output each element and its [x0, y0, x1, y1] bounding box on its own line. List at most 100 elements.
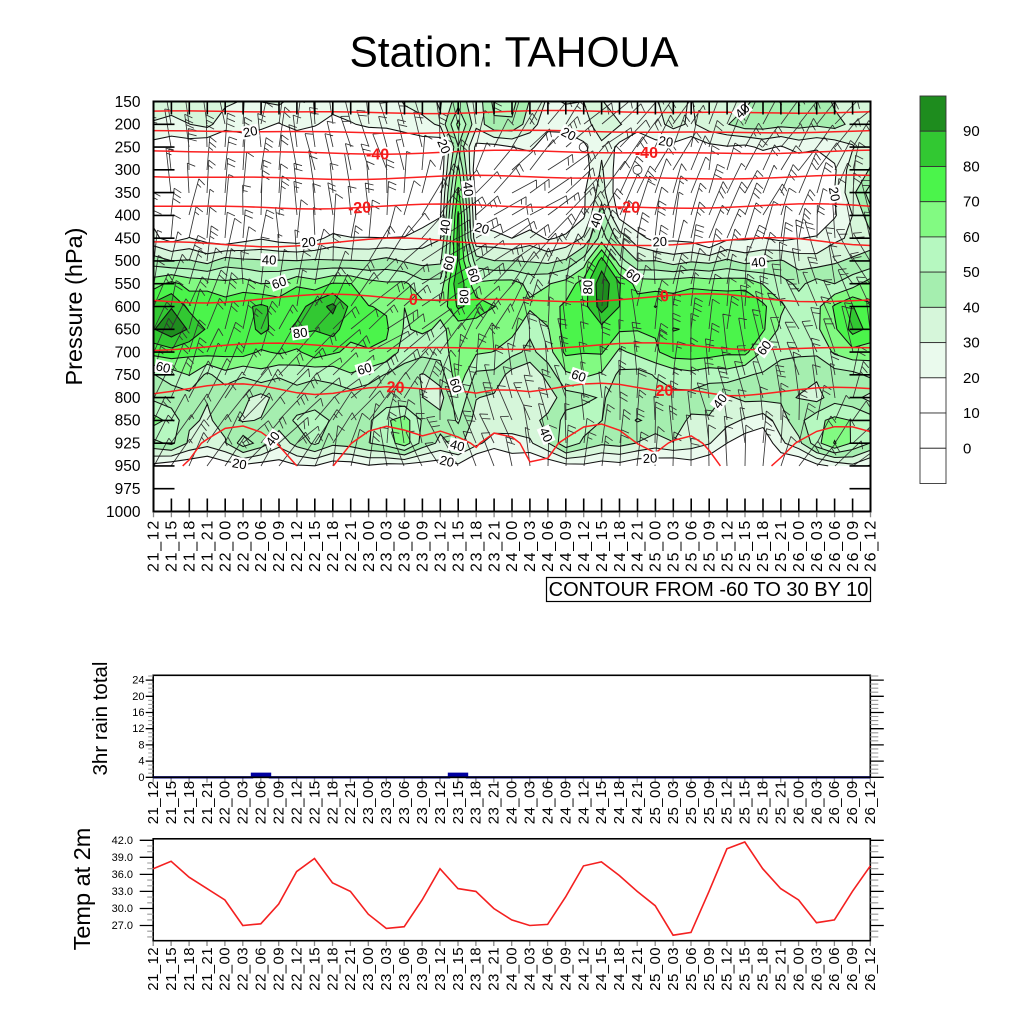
svg-text:23_03: 23_03: [378, 947, 395, 991]
svg-text:22_12: 22_12: [288, 781, 305, 825]
svg-text:22_09: 22_09: [271, 781, 288, 825]
svg-text:Temp at 2m: Temp at 2m: [69, 828, 95, 951]
svg-text:40: 40: [963, 299, 980, 316]
svg-text:23_15: 23_15: [450, 519, 467, 572]
svg-text:20: 20: [658, 133, 675, 150]
svg-text:24_03: 24_03: [522, 519, 539, 572]
svg-text:24_15: 24_15: [593, 947, 610, 991]
svg-text:25_15: 25_15: [737, 947, 754, 991]
svg-text:33.0: 33.0: [112, 886, 133, 898]
svg-text:925: 925: [115, 436, 141, 453]
svg-text:25_06: 25_06: [684, 519, 701, 572]
svg-text:25_18: 25_18: [755, 947, 772, 991]
svg-text:23_00: 23_00: [361, 519, 378, 572]
svg-text:200: 200: [115, 117, 141, 134]
svg-text:24_06: 24_06: [540, 519, 557, 572]
svg-text:60: 60: [464, 266, 483, 285]
svg-text:25_09: 25_09: [701, 781, 718, 825]
svg-text:24_18: 24_18: [611, 947, 628, 991]
svg-text:Station: TAHOUA: Station: TAHOUA: [349, 30, 679, 77]
svg-text:25_18: 25_18: [755, 781, 772, 825]
svg-text:24_21: 24_21: [629, 947, 646, 991]
svg-text:22_03: 22_03: [235, 947, 252, 991]
svg-text:80: 80: [292, 324, 308, 341]
svg-text:24_00: 24_00: [504, 781, 521, 825]
svg-text:22_15: 22_15: [306, 781, 323, 825]
svg-text:26_09: 26_09: [844, 781, 861, 825]
svg-text:26_12: 26_12: [863, 519, 880, 572]
svg-text:26_03: 26_03: [809, 519, 826, 572]
svg-text:0: 0: [659, 288, 669, 306]
svg-text:80: 80: [580, 280, 595, 295]
svg-text:25_03: 25_03: [665, 781, 682, 825]
svg-text:25_06: 25_06: [683, 781, 700, 825]
svg-text:CONTOUR FROM -60 TO 30 BY 10: CONTOUR FROM -60 TO 30 BY 10: [549, 579, 869, 601]
svg-text:26_06: 26_06: [827, 519, 844, 572]
svg-text:25_09: 25_09: [701, 519, 718, 572]
svg-text:22_06: 22_06: [253, 519, 270, 572]
svg-text:22_21: 22_21: [343, 519, 360, 572]
svg-text:950: 950: [115, 458, 141, 475]
svg-text:8: 8: [138, 739, 144, 751]
svg-text:-20: -20: [348, 199, 372, 217]
svg-text:21_21: 21_21: [199, 947, 216, 991]
svg-text:23_15: 23_15: [450, 947, 467, 991]
svg-text:300: 300: [115, 162, 141, 179]
svg-text:40: 40: [437, 219, 453, 235]
svg-text:12: 12: [132, 723, 144, 735]
svg-text:3hr rain total: 3hr rain total: [89, 662, 112, 776]
svg-text:21_12: 21_12: [146, 519, 163, 572]
svg-text:550: 550: [115, 276, 141, 293]
svg-text:60: 60: [355, 360, 373, 379]
svg-text:750: 750: [115, 367, 141, 384]
svg-text:60: 60: [446, 376, 465, 394]
svg-text:23_21: 23_21: [486, 519, 503, 572]
svg-text:24_12: 24_12: [575, 781, 592, 825]
svg-text:60: 60: [623, 265, 644, 286]
svg-text:25_15: 25_15: [737, 519, 754, 572]
svg-text:25_03: 25_03: [666, 519, 683, 572]
svg-text:24_21: 24_21: [630, 519, 647, 572]
svg-text:21_12: 21_12: [145, 947, 162, 991]
svg-text:24: 24: [132, 675, 144, 687]
svg-text:22_18: 22_18: [324, 781, 341, 825]
svg-text:20: 20: [642, 450, 657, 466]
svg-text:23_15: 23_15: [450, 781, 467, 825]
svg-text:21_18: 21_18: [181, 781, 198, 825]
svg-text:22_06: 22_06: [253, 947, 270, 991]
svg-text:60: 60: [569, 366, 588, 385]
svg-text:10: 10: [963, 405, 980, 422]
svg-text:20: 20: [559, 124, 579, 144]
svg-text:40: 40: [262, 429, 283, 450]
svg-text:40: 40: [536, 425, 556, 444]
svg-text:24_06: 24_06: [539, 781, 556, 825]
svg-text:21_15: 21_15: [163, 947, 180, 991]
svg-text:22_15: 22_15: [306, 947, 323, 991]
svg-text:800: 800: [115, 390, 141, 407]
svg-text:25_12: 25_12: [719, 781, 736, 825]
svg-text:23_12: 23_12: [433, 519, 450, 572]
svg-text:22_18: 22_18: [324, 947, 341, 991]
svg-text:23_09: 23_09: [415, 519, 432, 572]
svg-text:27.0: 27.0: [112, 920, 133, 932]
svg-text:40: 40: [460, 181, 476, 197]
svg-text:0: 0: [963, 440, 971, 457]
svg-text:20: 20: [242, 123, 259, 140]
svg-text:25_21: 25_21: [773, 519, 790, 572]
svg-text:90: 90: [963, 123, 980, 140]
svg-text:25_21: 25_21: [773, 781, 790, 825]
svg-text:20: 20: [132, 691, 144, 703]
svg-text:24_21: 24_21: [629, 781, 646, 825]
svg-text:25_12: 25_12: [719, 947, 736, 991]
svg-text:21_12: 21_12: [145, 781, 162, 825]
svg-text:20: 20: [300, 234, 316, 251]
svg-text:0: 0: [138, 772, 144, 784]
svg-text:60: 60: [754, 338, 775, 359]
svg-text:23_09: 23_09: [414, 947, 431, 991]
svg-text:700: 700: [115, 344, 141, 361]
svg-text:80: 80: [963, 159, 980, 176]
svg-text:975: 975: [115, 481, 141, 498]
svg-text:24_15: 24_15: [594, 519, 611, 572]
svg-text:21_15: 21_15: [163, 781, 180, 825]
svg-text:22_00: 22_00: [217, 947, 234, 991]
